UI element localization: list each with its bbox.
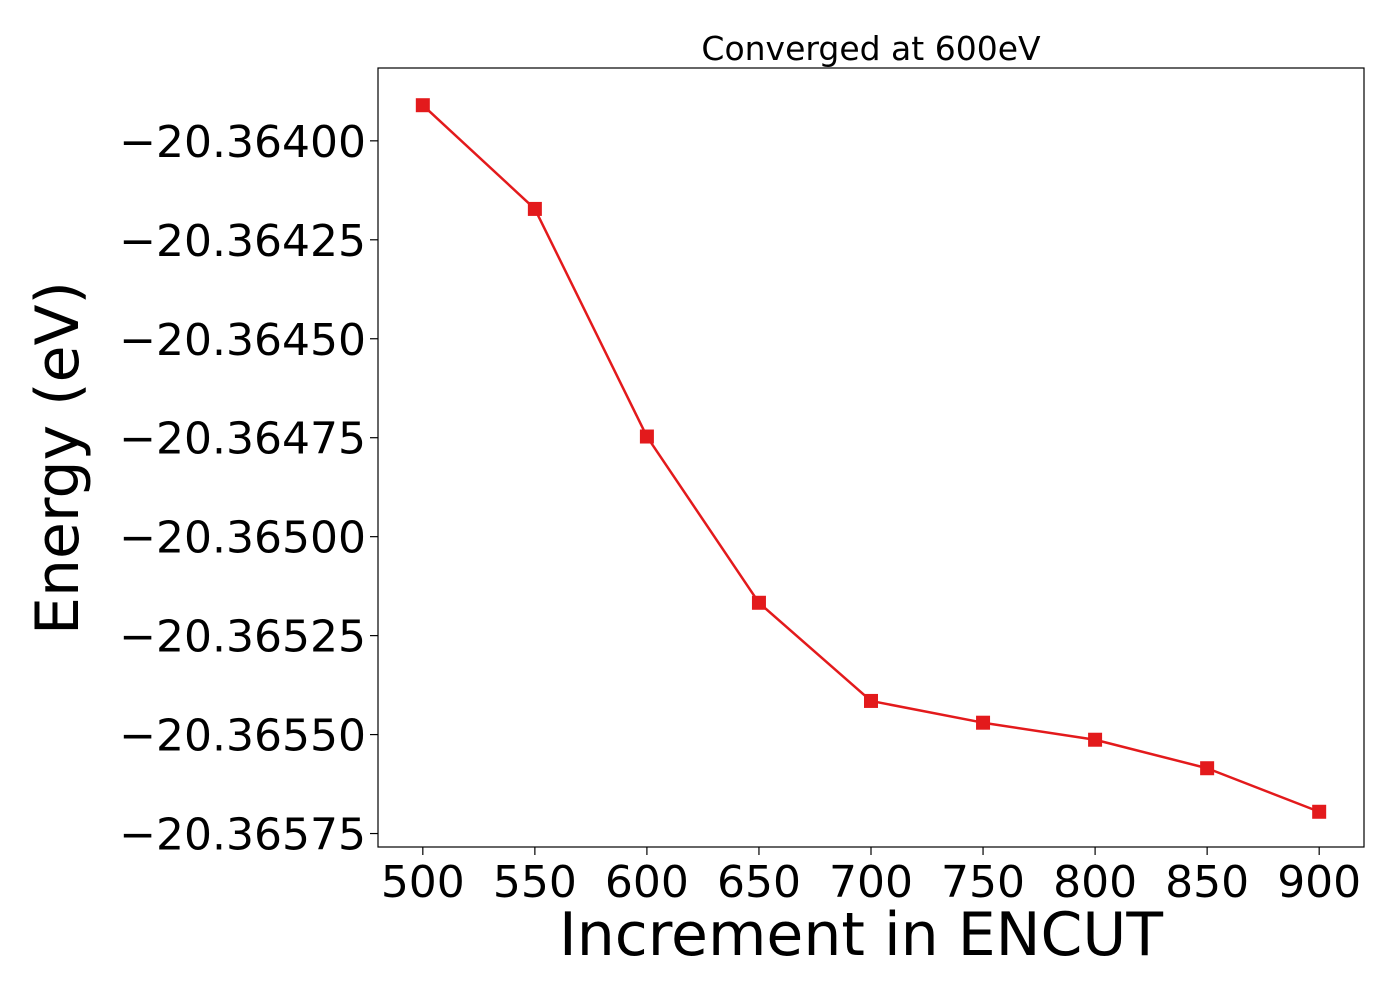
y-tick-label: −20.36500 xyxy=(119,513,366,564)
data-point-marker xyxy=(1200,761,1215,776)
plot-frame xyxy=(377,67,1365,848)
plot-area: 500 550 600 650 700 750 800 850 900 −20.36400 −20.… xyxy=(119,67,1365,908)
y-tick-label: −20.36525 xyxy=(119,612,366,663)
x-tick-label: 850 xyxy=(1165,857,1249,908)
x-tick-label: 800 xyxy=(1053,857,1137,908)
x-axis-title: Increment in ENCUT xyxy=(559,900,1163,970)
x-tick-label: 500 xyxy=(381,857,465,908)
data-point-marker xyxy=(415,98,430,113)
y-axis-title: Energy (eV) xyxy=(23,281,93,635)
x-tick-label: 900 xyxy=(1277,857,1361,908)
y-tick-label: −20.36575 xyxy=(119,810,366,861)
data-point-marker xyxy=(527,201,542,216)
x-tick-label: 600 xyxy=(605,857,689,908)
y-tick-label: −20.36425 xyxy=(119,216,366,267)
x-tick-label: 550 xyxy=(493,857,577,908)
data-point-marker xyxy=(864,693,878,708)
data-point-marker xyxy=(1312,804,1327,819)
y-tick-label: −20.36550 xyxy=(119,711,366,762)
chart-title: Converged at 600eV xyxy=(701,29,1041,68)
y-tick-label: −20.36450 xyxy=(119,315,366,366)
data-point-marker xyxy=(976,715,991,730)
data-point-marker xyxy=(751,595,766,610)
x-tick-label: 750 xyxy=(941,857,1025,908)
data-point-marker xyxy=(639,429,654,444)
y-tick-label: −20.36400 xyxy=(119,117,366,168)
x-tick-label: 700 xyxy=(829,857,913,908)
y-tick-label: −20.36475 xyxy=(119,414,366,465)
x-tick-label: 650 xyxy=(717,857,801,908)
data-point-marker xyxy=(1088,732,1103,747)
